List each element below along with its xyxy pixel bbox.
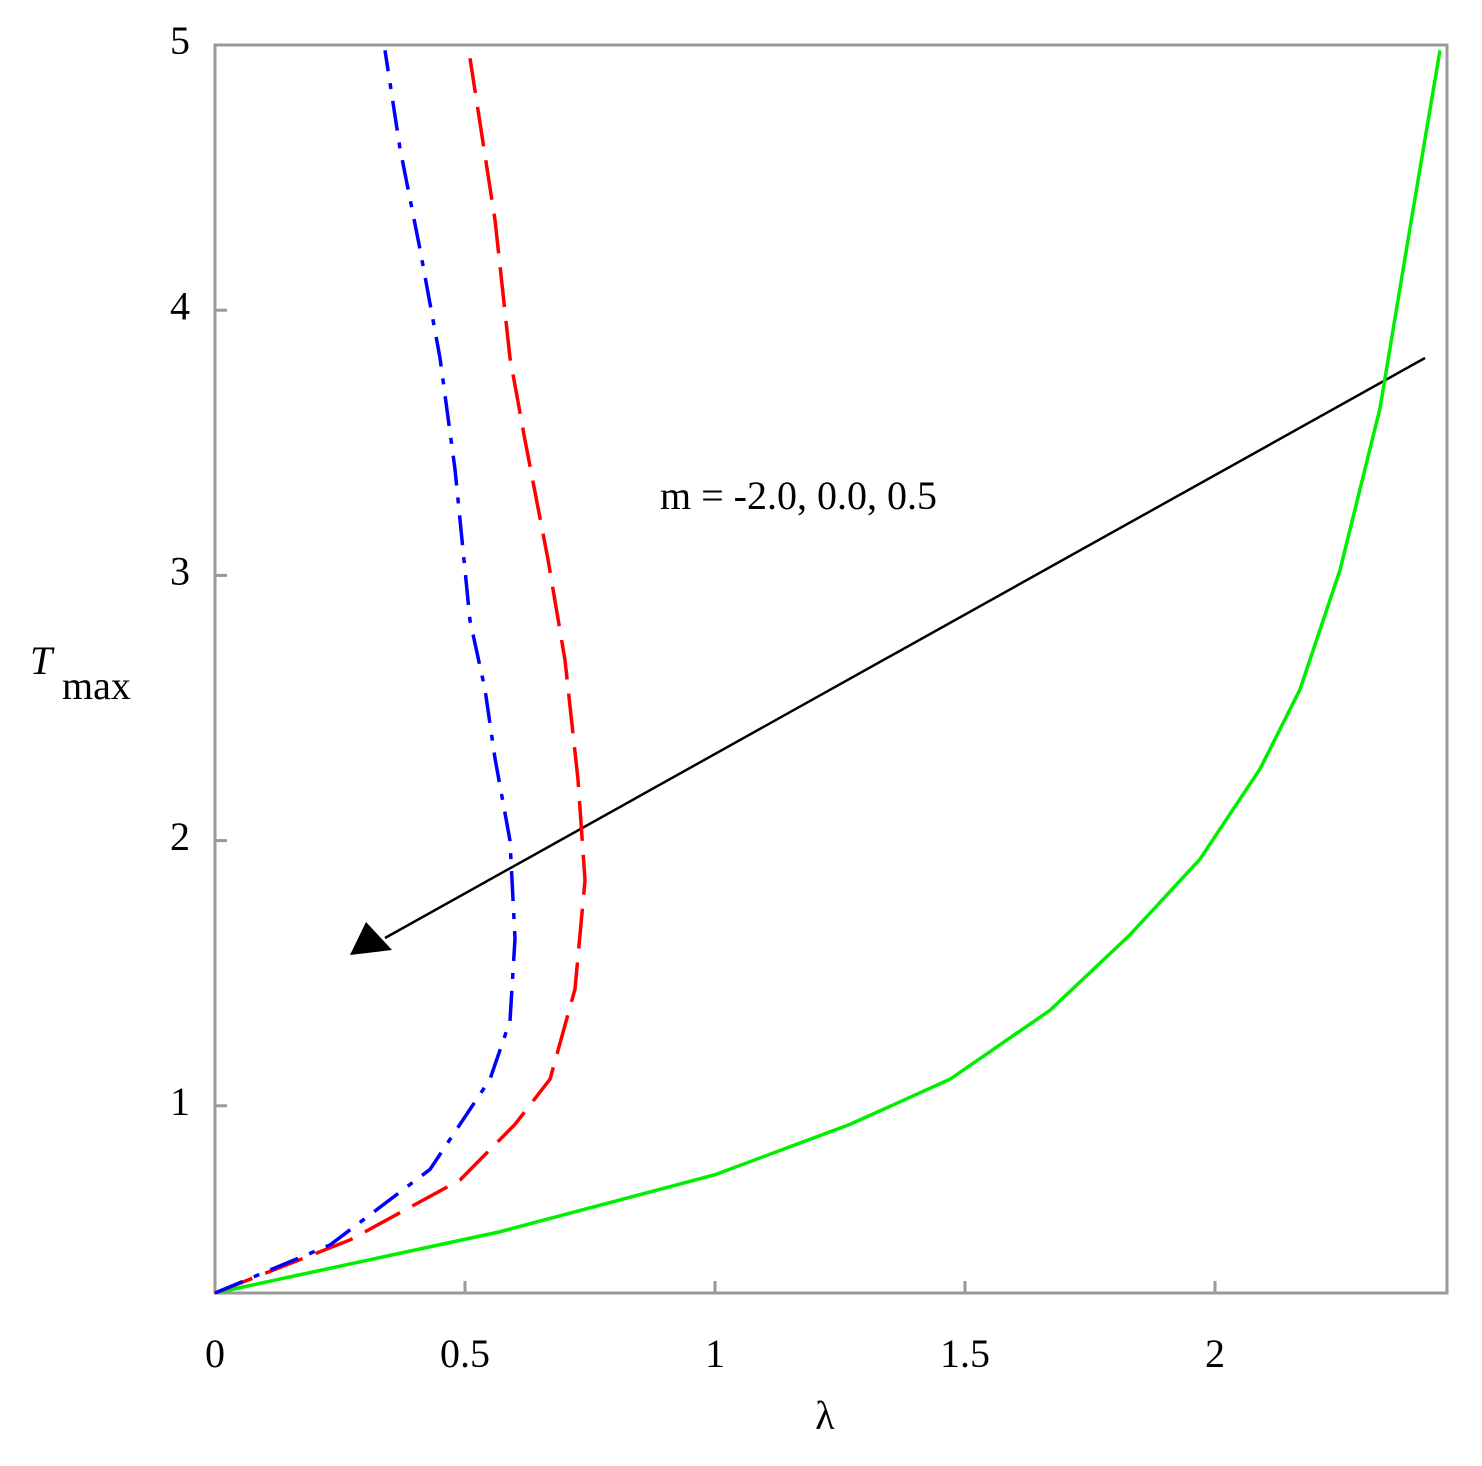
annotation-arrow [384, 356, 1426, 940]
y-tick-label: 3 [170, 549, 190, 594]
x-tick-label: 0 [205, 1331, 225, 1376]
marks: 0 0.5 1 1.5 2 1 2 3 4 5 [170, 18, 1442, 1376]
y-tick-label: 4 [170, 283, 190, 328]
series-line [214, 50, 1442, 1295]
annotation: m = -2.0, 0.0, 0.5 [660, 473, 937, 518]
series-line [214, 50, 517, 1295]
y-tick-label: 5 [170, 18, 190, 63]
x-tick-label: 2 [1205, 1331, 1225, 1376]
y-axis-label-subscript: max [62, 663, 131, 708]
x-tick-label: 1 [705, 1331, 725, 1376]
x-tick-label: 0.5 [440, 1331, 490, 1376]
series-line [214, 57, 587, 1295]
plot-frame [213, 43, 1449, 1295]
y-axis-label: T [30, 638, 55, 683]
y-tick-label: 1 [170, 1079, 190, 1124]
arrow-head [350, 922, 392, 955]
x-axis-label: λ [815, 1393, 835, 1438]
x-tick-label: 1.5 [940, 1331, 990, 1376]
y-tick-label: 2 [170, 814, 190, 859]
